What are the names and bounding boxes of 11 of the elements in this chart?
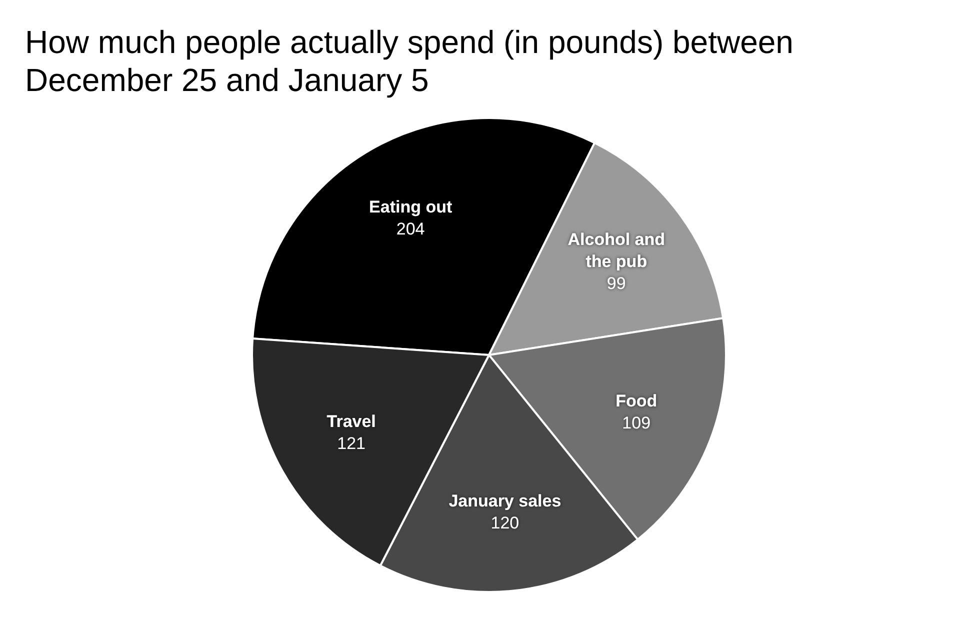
slice-label: Travel xyxy=(326,412,376,431)
slice-label: Alcohol and the pub xyxy=(568,230,666,272)
data-label: 204 xyxy=(396,219,425,238)
chart-title: How much people actually spend (in pounds) between December 25 and January 5 xyxy=(25,24,802,98)
data-label: 120 xyxy=(490,514,520,533)
data-label: 99 xyxy=(606,274,626,294)
slice-label: Eating out xyxy=(369,197,452,216)
slice-label: Food xyxy=(616,391,658,410)
data-label: 121 xyxy=(337,434,366,453)
slice-label: January sales xyxy=(448,492,562,511)
data-label: 109 xyxy=(622,413,651,432)
